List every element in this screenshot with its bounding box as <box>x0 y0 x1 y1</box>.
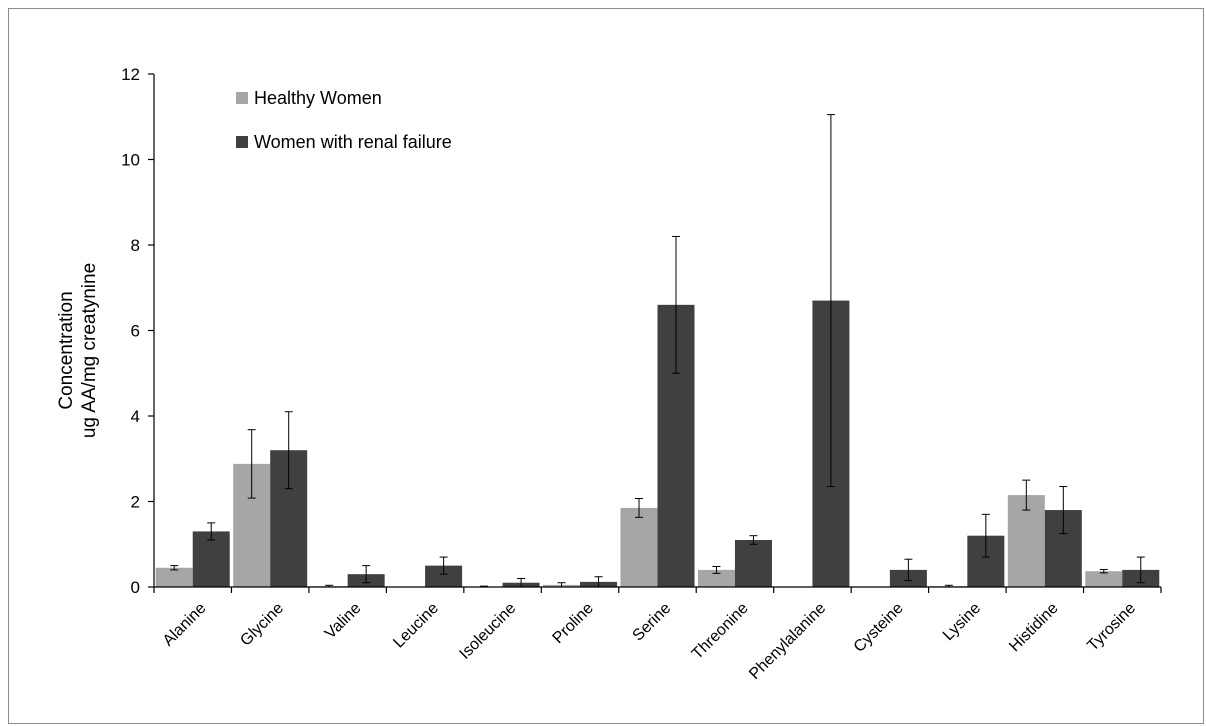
bar <box>192 531 230 587</box>
legend-swatch <box>236 136 248 148</box>
legend-label: Women with renal failure <box>254 132 452 152</box>
y-tick-label: 12 <box>121 65 140 84</box>
legend-swatch <box>236 92 248 104</box>
bars-layer <box>155 300 1160 587</box>
y-tick-label: 2 <box>131 493 140 512</box>
y-axis-title-line-2: ug AA/mg creatynine <box>79 263 100 438</box>
y-tick-label: 6 <box>131 322 140 341</box>
x-tick-label: Lysine <box>940 600 984 644</box>
x-tick-label: Tyrosine <box>1084 600 1139 655</box>
x-tick-label: Phenylalanine <box>746 600 829 683</box>
legend: Healthy Women Women with renal failure <box>236 88 452 152</box>
legend-label: Healthy Women <box>254 88 382 108</box>
bar <box>155 567 193 587</box>
x-tick-label: Histidine <box>1006 600 1061 655</box>
bar <box>734 539 772 587</box>
bar <box>425 565 463 587</box>
axes-layer <box>148 73 1162 593</box>
y-tick-label: 8 <box>131 236 140 255</box>
x-tick-label: Valine <box>322 600 365 643</box>
x-tick-label: Serine <box>630 600 675 645</box>
x-tick-label: Glycine <box>237 600 287 650</box>
x-tick-label: Cysteine <box>851 600 907 656</box>
y-axis-title-line-1: Concentration <box>56 291 77 409</box>
bar <box>1085 571 1123 587</box>
labels-layer: 0 2 4 6 8 10 12 Alanine Glycine Valine Leucine Isol… <box>56 65 1139 683</box>
bar <box>697 569 735 587</box>
x-tick-label: Alanine <box>160 600 210 650</box>
x-tick-label: Proline <box>550 600 597 647</box>
chart-frame <box>8 8 1204 724</box>
y-tick-label: 10 <box>121 151 140 170</box>
x-tick-label: Isoleucine <box>456 600 519 663</box>
bar <box>620 507 658 587</box>
y-tick-label: 4 <box>131 407 140 426</box>
y-tick-label: 0 <box>131 578 140 597</box>
x-tick-label: Leucine <box>390 600 442 652</box>
x-tick-label: Threonine <box>689 600 752 663</box>
